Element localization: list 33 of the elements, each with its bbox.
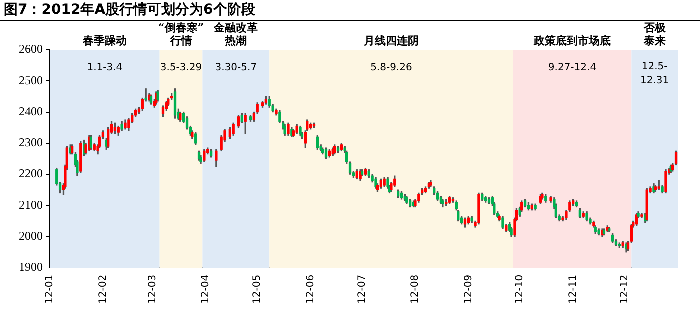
y-tick-label: 2400 (19, 104, 43, 118)
x-tick-label: 12-05 (252, 274, 264, 304)
x-tick-label: 12-10 (514, 274, 526, 304)
x-tick-label: 12-09 (463, 274, 474, 304)
band-label: 金融改革热潮 (213, 21, 258, 48)
x-tick-label: 12-12 (619, 274, 630, 304)
y-tick-label: 2600 (19, 42, 43, 56)
x-tick-label: 12-04 (200, 274, 212, 304)
annotation: 3.30-5.7 (215, 62, 258, 74)
y-tick-label: 2200 (19, 166, 43, 181)
band-label: “倒春寒”行情 (158, 21, 204, 48)
y-tick-label: 2100 (19, 198, 43, 212)
x-tick-label: 12-06 (305, 274, 316, 304)
x-tick-label: 12-07 (356, 274, 368, 304)
x-tick-label: 12-01 (44, 274, 56, 304)
y-tick-label: 2300 (19, 136, 43, 150)
x-tick-label: 12-08 (410, 274, 422, 304)
annotation: 5.8-9.26 (370, 62, 412, 74)
annotation: 12.5- 12.31 (640, 62, 670, 87)
y-tick-label: 2500 (19, 73, 43, 88)
annotation: 9.27-12.4 (548, 62, 597, 74)
x-tick-label: 12-03 (148, 274, 159, 304)
chart-title: 图7：2012年A股行情可划分为6个阶段 (0, 0, 700, 21)
annotation: 1.1-3.4 (87, 62, 123, 74)
annotation: 3.5-3.29 (160, 62, 202, 74)
x-tick-label: 12-11 (568, 274, 579, 304)
band-label: 月线四连阴 (362, 34, 419, 48)
y-tick-label: 1900 (19, 260, 43, 274)
band-label: 政策底到市场底 (532, 34, 611, 48)
x-tick-label: 12-02 (98, 274, 109, 304)
band-label: 否极泰来 (642, 21, 667, 48)
band-label: 春季躁动 (82, 34, 127, 48)
y-tick-label: 2000 (19, 228, 43, 243)
